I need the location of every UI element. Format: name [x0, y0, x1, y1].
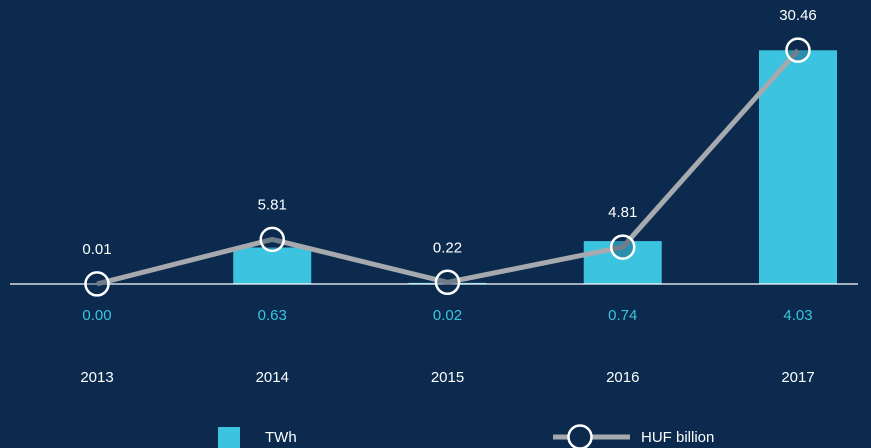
bar — [759, 50, 837, 285]
line — [96, 48, 800, 287]
bar-value-label: 4.03 — [783, 307, 812, 324]
line-value-label: 0.01 — [82, 241, 111, 258]
x-tick-label: 2016 — [606, 369, 639, 386]
bar-value-label: 0.74 — [608, 307, 637, 324]
x-tick-label: 2015 — [431, 369, 464, 386]
line-value-label: 30.46 — [779, 7, 817, 24]
bar-value-label: 0.63 — [258, 307, 287, 324]
line-point — [610, 234, 636, 260]
legend-label: TWh — [265, 429, 297, 446]
x-tick-label: 2017 — [781, 369, 814, 386]
line-value-label: 4.81 — [608, 204, 637, 221]
line-value-label: 0.22 — [433, 239, 462, 256]
x-tick-label: 2013 — [80, 369, 113, 386]
line-point — [434, 269, 461, 296]
bar-value-label: 0.02 — [433, 307, 462, 324]
line-value-label: 5.81 — [258, 196, 287, 213]
line-point — [259, 226, 285, 253]
legend-label: HUF billion — [641, 429, 714, 446]
line-point — [84, 271, 110, 297]
line-point — [785, 37, 811, 63]
legend-marker — [567, 424, 593, 448]
bar — [233, 247, 312, 284]
bar-value-label: 0.00 — [82, 307, 111, 324]
legend-swatch — [218, 427, 240, 448]
x-tick-label: 2014 — [256, 369, 289, 386]
